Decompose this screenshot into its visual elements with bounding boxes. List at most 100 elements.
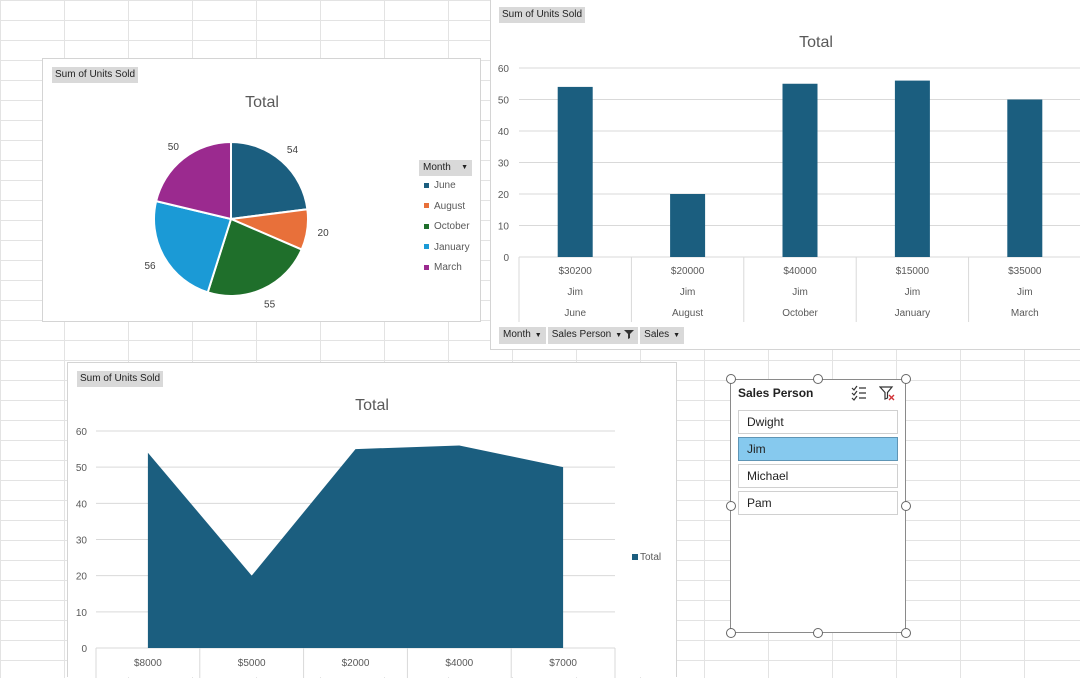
bar-chart-plot: 0 10 20 30 40 50 60 $30200 Jim June $20000 Jim Augus… bbox=[491, 0, 1080, 330]
legend-swatch bbox=[632, 554, 638, 560]
bar-x-month-label: January bbox=[895, 308, 931, 319]
bar-y-tick-label: 20 bbox=[498, 190, 510, 201]
area-y-tick-label: 10 bbox=[76, 608, 88, 619]
chevron-down-icon: ▼ bbox=[535, 332, 542, 339]
area-x-tick-label: $7000 bbox=[549, 658, 577, 669]
bar-x-person-label: Jim bbox=[905, 287, 921, 298]
sales-person-filter-label: Sales Person bbox=[552, 329, 611, 340]
bar-y-tick-label: 40 bbox=[498, 127, 510, 138]
area-y-tick-label: 60 bbox=[76, 427, 88, 438]
pie-legend-month-filter[interactable]: Month ▼ bbox=[419, 160, 472, 176]
bar-x-month-label: March bbox=[1011, 308, 1039, 319]
bar-june[interactable] bbox=[558, 87, 593, 257]
bar-y-tick-label: 30 bbox=[498, 159, 510, 170]
filter-applied-icon bbox=[624, 329, 634, 339]
bar-y-tick-label: 60 bbox=[498, 64, 510, 75]
pie-chart-plot: 54 20 55 56 50 bbox=[133, 99, 433, 329]
pie-data-label: 54 bbox=[287, 145, 299, 156]
pie-legend-label: August bbox=[434, 201, 465, 212]
bar-y-tick-label: 50 bbox=[498, 96, 510, 107]
bar-filter-buttons: Month ▼ Sales Person ▼ Sales ▼ bbox=[499, 327, 684, 344]
bar-x-sales-label: $35000 bbox=[1008, 266, 1042, 277]
pie-legend-item-january: January bbox=[424, 242, 470, 253]
chevron-down-icon: ▼ bbox=[673, 332, 680, 339]
slicer-item-michael[interactable]: Michael bbox=[738, 464, 898, 488]
bar-x-sales-label: $30200 bbox=[559, 266, 593, 277]
legend-swatch bbox=[424, 203, 429, 208]
chevron-down-icon: ▼ bbox=[461, 162, 468, 174]
sales-filter-button[interactable]: Sales ▼ bbox=[640, 327, 684, 344]
area-series-total[interactable] bbox=[148, 445, 563, 648]
pie-data-label: 55 bbox=[264, 300, 276, 311]
bar-march[interactable] bbox=[1007, 100, 1042, 258]
legend-swatch bbox=[424, 183, 429, 188]
area-y-tick-label: 30 bbox=[76, 536, 88, 547]
bar-y-tick-label: 0 bbox=[503, 253, 509, 264]
pie-legend-label: January bbox=[434, 242, 470, 253]
area-y-tick-label: 20 bbox=[76, 572, 88, 583]
slicer-item-dwight[interactable]: Dwight bbox=[738, 410, 898, 434]
legend-swatch bbox=[424, 224, 429, 229]
clear-filter-icon[interactable] bbox=[879, 385, 895, 401]
slicer-item-jim[interactable]: Jim bbox=[738, 437, 898, 461]
resize-handle[interactable] bbox=[726, 374, 736, 384]
area-x-tick-label: $5000 bbox=[238, 658, 266, 669]
area-y-tick-label: 0 bbox=[81, 644, 87, 655]
sales-person-filter-button[interactable]: Sales Person ▼ bbox=[548, 327, 638, 344]
area-legend-total: Total bbox=[632, 552, 661, 563]
pie-legend-item-june: June bbox=[424, 180, 456, 191]
bar-x-person-label: Jim bbox=[680, 287, 696, 298]
bar-x-month-label: October bbox=[782, 308, 818, 319]
area-x-tick-label: $2000 bbox=[342, 658, 370, 669]
slicer-title: Sales Person bbox=[738, 386, 813, 400]
pie-legend-label: October bbox=[434, 221, 470, 232]
bar-october[interactable] bbox=[783, 84, 818, 257]
sales-person-slicer[interactable]: Sales Person Dwight Jim Michael Pam bbox=[730, 379, 906, 633]
resize-handle[interactable] bbox=[813, 374, 823, 384]
area-x-tick-label: $4000 bbox=[445, 658, 473, 669]
bar-x-month-label: June bbox=[564, 308, 586, 319]
pie-legend-label: March bbox=[434, 262, 462, 273]
bar-x-person-label: Jim bbox=[567, 287, 583, 298]
sales-filter-label: Sales bbox=[644, 329, 669, 340]
bar-x-sales-label: $40000 bbox=[783, 266, 817, 277]
pie-data-label: 56 bbox=[144, 261, 156, 272]
pie-field-tag[interactable]: Sum of Units Sold bbox=[52, 67, 138, 83]
month-filter-label: Month bbox=[503, 329, 531, 340]
area-chart-plot: 0 10 20 30 40 50 60 $8000 $5000 $2000 $4000 $7000 bbox=[68, 363, 678, 678]
pie-data-label: 50 bbox=[168, 142, 180, 153]
bar-january[interactable] bbox=[895, 81, 930, 257]
bar-x-person-label: Jim bbox=[792, 287, 808, 298]
multi-select-icon[interactable] bbox=[851, 385, 867, 401]
slicer-item-pam[interactable]: Pam bbox=[738, 491, 898, 515]
legend-swatch bbox=[424, 265, 429, 270]
area-y-tick-label: 50 bbox=[76, 463, 88, 474]
legend-swatch bbox=[424, 244, 429, 249]
chevron-down-icon: ▼ bbox=[615, 332, 622, 339]
resize-handle[interactable] bbox=[901, 628, 911, 638]
bar-x-sales-label: $15000 bbox=[896, 266, 930, 277]
bar-x-sales-label: $20000 bbox=[671, 266, 705, 277]
bar-y-tick-label: 10 bbox=[498, 222, 510, 233]
month-filter-button[interactable]: Month ▼ bbox=[499, 327, 546, 344]
bar-august[interactable] bbox=[670, 194, 705, 257]
resize-handle[interactable] bbox=[813, 628, 823, 638]
area-legend-label: Total bbox=[640, 552, 661, 563]
area-y-tick-label: 40 bbox=[76, 499, 88, 510]
area-x-tick-label: $8000 bbox=[134, 658, 162, 669]
pie-legend-header-label: Month bbox=[423, 162, 451, 173]
resize-handle[interactable] bbox=[726, 628, 736, 638]
bar-x-person-label: Jim bbox=[1017, 287, 1033, 298]
pie-legend-label: June bbox=[434, 180, 456, 191]
resize-handle[interactable] bbox=[901, 374, 911, 384]
pie-legend-item-august: August bbox=[424, 201, 465, 212]
pie-legend-item-march: March bbox=[424, 262, 462, 273]
resize-handle[interactable] bbox=[901, 501, 911, 511]
pie-legend-item-october: October bbox=[424, 221, 470, 232]
pie-data-label: 20 bbox=[318, 228, 330, 239]
resize-handle[interactable] bbox=[726, 501, 736, 511]
bar-x-month-label: August bbox=[672, 308, 703, 319]
